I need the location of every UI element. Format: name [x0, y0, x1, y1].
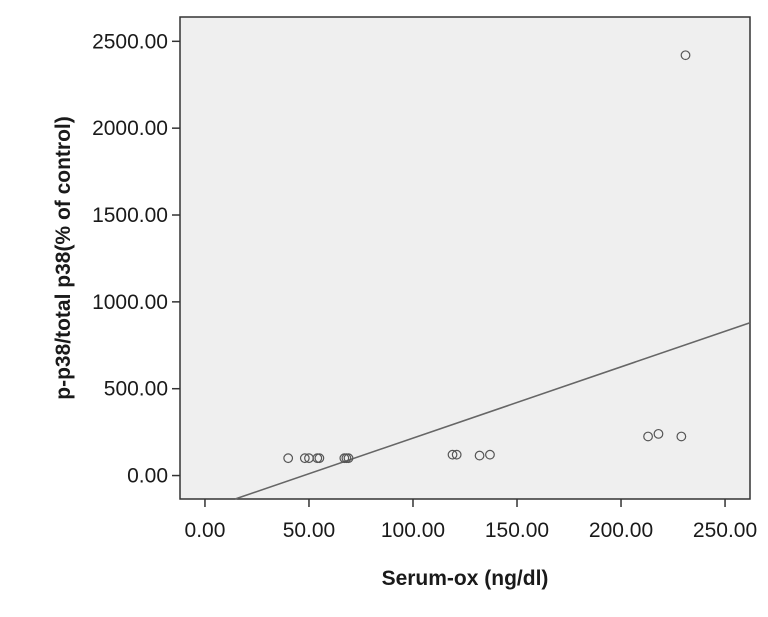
x-tick-label: 0.00 [185, 519, 226, 542]
y-tick-label: 1500.00 [92, 204, 168, 227]
fit-line-layer [234, 321, 751, 500]
data-point [653, 428, 664, 439]
data-point [314, 453, 325, 464]
x-tick-label: 250.00 [693, 519, 757, 542]
fit-line [234, 321, 751, 500]
data-point [451, 449, 462, 460]
y-tick-label: 2500.00 [92, 30, 168, 53]
x-tick-label: 150.00 [485, 519, 549, 542]
y-axis: 0.00 500.00 1000.00 1500.00 2000.00 2500.00 [92, 30, 180, 488]
data-point [643, 431, 653, 442]
y-tick-label: 500.00 [104, 378, 168, 401]
data-point [283, 453, 294, 464]
y-axis-title: p-p38/total p38(% of control) [52, 116, 75, 400]
y-tick-label: 1000.00 [92, 291, 168, 314]
data-point [343, 453, 354, 464]
x-tick-label: 100.00 [381, 519, 445, 542]
data-point [474, 450, 485, 461]
x-tick-label: 200.00 [589, 519, 653, 542]
data-point [680, 50, 691, 61]
data-point [485, 449, 495, 460]
data-points-layer [283, 50, 691, 464]
x-axis: 0.00 50.00 100.00 150.00 200.00 250.00 [185, 499, 757, 542]
x-axis-title: Serum-ox (ng/dl) [382, 567, 549, 590]
plot-area [179, 16, 751, 500]
data-point [676, 431, 687, 442]
y-tick-label: 0.00 [127, 465, 168, 488]
data-point [447, 449, 458, 460]
x-tick-label: 50.00 [283, 519, 336, 542]
data-point [299, 453, 310, 464]
y-tick-label: 2000.00 [92, 117, 168, 140]
